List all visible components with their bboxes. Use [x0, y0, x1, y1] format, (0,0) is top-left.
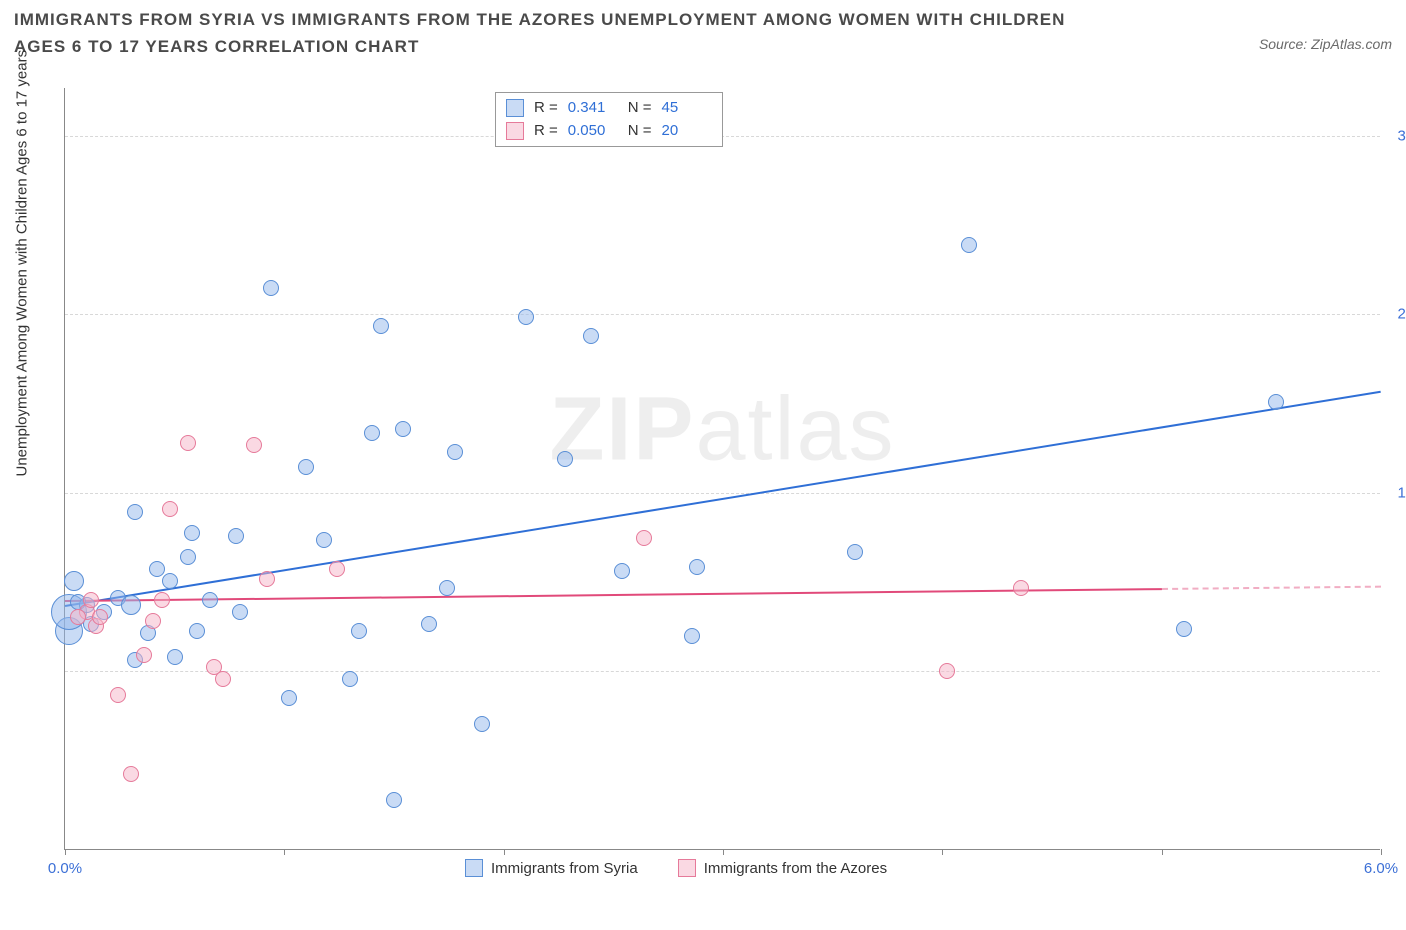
data-point [447, 444, 463, 460]
regression-line [65, 588, 1162, 602]
stats-row-syria: R = 0.341 N = 45 [506, 97, 712, 120]
data-point [386, 792, 402, 808]
data-point [127, 504, 143, 520]
stats-legend-box: R = 0.341 N = 45 R = 0.050 N = 20 [495, 92, 723, 147]
data-point [684, 628, 700, 644]
scatter-plot: ZIPatlas R = 0.341 N = 45 R = 0.050 N = … [64, 88, 1380, 850]
data-point [583, 328, 599, 344]
legend-swatch-syria-icon [465, 859, 483, 877]
data-point [154, 592, 170, 608]
x-tick-mark [1162, 849, 1163, 855]
data-point [110, 687, 126, 703]
swatch-syria-icon [506, 99, 524, 117]
data-point [1176, 621, 1192, 637]
data-point [263, 280, 279, 296]
data-point [373, 318, 389, 334]
stats-r-label: R = [534, 97, 558, 120]
data-point [316, 532, 332, 548]
data-point [298, 459, 314, 475]
y-axis-label: Unemployment Among Women with Children A… [14, 50, 31, 477]
data-point [847, 544, 863, 560]
data-point [167, 649, 183, 665]
data-point [614, 563, 630, 579]
data-point [162, 573, 178, 589]
data-point [232, 604, 248, 620]
data-point [439, 580, 455, 596]
data-point [557, 451, 573, 467]
data-point [180, 549, 196, 565]
data-point [329, 561, 345, 577]
data-point [1268, 394, 1284, 410]
x-tick-mark [1381, 849, 1382, 855]
chart-source: Source: ZipAtlas.com [1259, 36, 1392, 52]
regression-extrapolation [1162, 586, 1381, 590]
chart-area: Unemployment Among Women with Children A… [42, 88, 1392, 888]
x-tick-mark [723, 849, 724, 855]
data-point [92, 609, 108, 625]
data-point [121, 595, 141, 615]
data-point [961, 237, 977, 253]
stats-r-label: R = [534, 120, 558, 143]
x-tick-mark [942, 849, 943, 855]
chart-title: IMMIGRANTS FROM SYRIA VS IMMIGRANTS FROM… [14, 6, 1114, 60]
data-point [228, 528, 244, 544]
data-point [364, 425, 380, 441]
data-point [421, 616, 437, 632]
data-point [83, 592, 99, 608]
data-point [246, 437, 262, 453]
data-point [281, 690, 297, 706]
y-tick-label: 22.5% [1397, 306, 1406, 323]
gridline [65, 493, 1380, 494]
stats-n-label: N = [628, 97, 652, 120]
legend-swatch-azores-icon [678, 859, 696, 877]
stats-r-value-azores: 0.050 [568, 120, 618, 143]
data-point [689, 559, 705, 575]
chart-header: IMMIGRANTS FROM SYRIA VS IMMIGRANTS FROM… [14, 6, 1392, 60]
x-tick-label: 0.0% [48, 860, 82, 877]
legend-label-syria: Immigrants from Syria [491, 860, 638, 877]
y-tick-label: 30.0% [1397, 127, 1406, 144]
data-point [215, 671, 231, 687]
swatch-azores-icon [506, 122, 524, 140]
data-point [474, 716, 490, 732]
data-point [162, 501, 178, 517]
stats-r-value-syria: 0.341 [568, 97, 618, 120]
data-point [70, 609, 86, 625]
watermark: ZIPatlas [549, 379, 895, 482]
legend-item-syria: Immigrants from Syria [465, 859, 638, 877]
stats-n-value-azores: 20 [662, 120, 712, 143]
x-tick-mark [284, 849, 285, 855]
x-tick-mark [504, 849, 505, 855]
data-point [136, 647, 152, 663]
stats-row-azores: R = 0.050 N = 20 [506, 120, 712, 143]
data-point [64, 571, 84, 591]
data-point [202, 592, 218, 608]
data-point [149, 561, 165, 577]
watermark-atlas: atlas [695, 380, 895, 480]
x-tick-mark [65, 849, 66, 855]
data-point [636, 530, 652, 546]
data-point [189, 623, 205, 639]
legend-label-azores: Immigrants from the Azores [704, 860, 887, 877]
data-point [518, 309, 534, 325]
x-tick-label: 6.0% [1364, 860, 1398, 877]
gridline [65, 671, 1380, 672]
watermark-zip: ZIP [549, 380, 695, 480]
data-point [342, 671, 358, 687]
data-point [351, 623, 367, 639]
data-point [939, 663, 955, 679]
data-point [184, 525, 200, 541]
bottom-legend: Immigrants from Syria Immigrants from th… [465, 859, 887, 877]
stats-n-value-syria: 45 [662, 97, 712, 120]
gridline [65, 314, 1380, 315]
data-point [395, 421, 411, 437]
data-point [145, 613, 161, 629]
data-point [1013, 580, 1029, 596]
data-point [180, 435, 196, 451]
legend-item-azores: Immigrants from the Azores [678, 859, 887, 877]
data-point [259, 571, 275, 587]
data-point [123, 766, 139, 782]
stats-n-label: N = [628, 120, 652, 143]
y-tick-label: 15.0% [1397, 484, 1406, 501]
